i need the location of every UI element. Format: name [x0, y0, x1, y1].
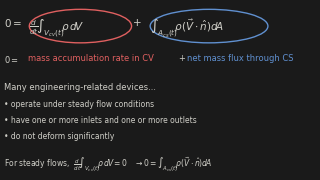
Text: $0 =$: $0 =$ — [4, 54, 20, 65]
Text: $0 =$: $0 =$ — [4, 17, 23, 29]
Text: $\int_{A_{cs}(t)}\!\rho(\vec{V}\cdot\hat{n})d\!A$: $\int_{A_{cs}(t)}\!\rho(\vec{V}\cdot\hat… — [150, 17, 224, 40]
Text: net mass flux through CS: net mass flux through CS — [187, 54, 294, 63]
Text: • do not deform significantly: • do not deform significantly — [4, 132, 115, 141]
Text: $\frac{d}{dt}\!\int_{V_{cv}(t)}\!\rho\,d\!V$: $\frac{d}{dt}\!\int_{V_{cv}(t)}\!\rho\,d… — [29, 17, 84, 39]
Text: For steady flows,  $\frac{d}{dt}\!\int_{V_{cv}(t)}\!\rho\,d\!V = 0$   $\rightarr: For steady flows, $\frac{d}{dt}\!\int_{V… — [4, 155, 213, 174]
Text: Many engineering-related devices...: Many engineering-related devices... — [4, 83, 156, 92]
Text: • have one or more inlets and one or more outlets: • have one or more inlets and one or mor… — [4, 116, 197, 125]
Text: • operate under steady flow conditions: • operate under steady flow conditions — [4, 100, 155, 109]
Text: +: + — [178, 54, 185, 63]
Text: mass accumulation rate in CV: mass accumulation rate in CV — [28, 54, 154, 63]
Text: $+$: $+$ — [132, 17, 141, 28]
